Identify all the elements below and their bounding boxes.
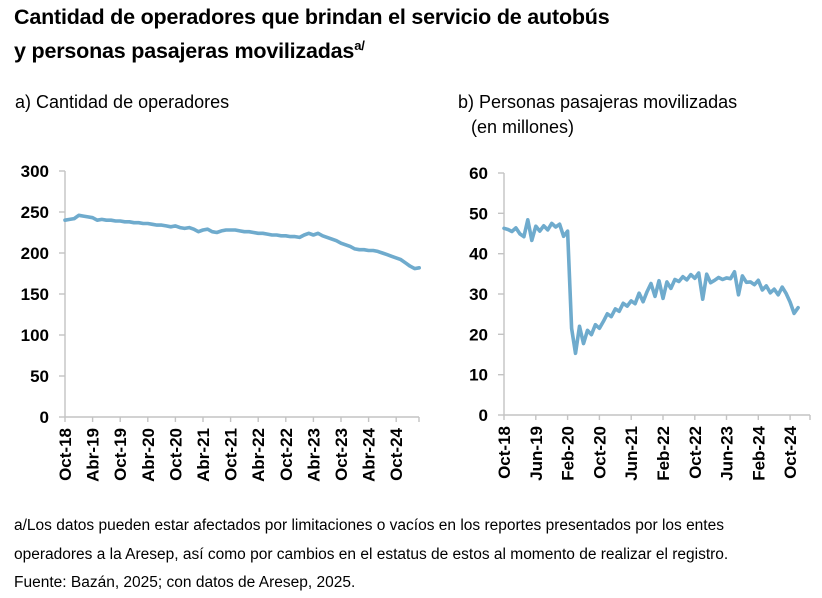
x-tick-label: Oct-21 <box>222 428 241 481</box>
y-tick-label: 50 <box>469 204 488 223</box>
chart-passengers: 0 10 20 30 40 50 60 Oct-18 Jun-19 Feb-20 Oct-20 Jun… <box>469 164 811 481</box>
x-tick-label: Abr-22 <box>249 428 268 482</box>
series-line <box>502 218 800 356</box>
x-tick-label: Oct-22 <box>686 426 705 479</box>
y-tick-label: 0 <box>479 406 488 425</box>
figure-footnotes: a/Los datos pueden estar afectados por l… <box>14 512 728 598</box>
panel-b-title: b) Personas pasajeras movilizadas (en mi… <box>458 90 737 140</box>
footnote-line-2: operadores a la Aresep, así como por cam… <box>14 545 729 563</box>
y-tick-label: 150 <box>21 285 49 304</box>
x-tick-label: Abr-19 <box>84 428 103 482</box>
source-line: Fuente: Bazán, 2025; con datos de Aresep… <box>14 574 356 591</box>
x-tick-label: Oct-18 <box>56 428 75 481</box>
x-tick-label: Abr-20 <box>139 428 158 482</box>
y-tick-label: 40 <box>469 245 488 264</box>
x-tick-label: Oct-22 <box>277 428 296 481</box>
chart-operators: 0 50 100 150 200 250 300 Oct-18 Abr-19 Oct-19 Abr-… <box>21 162 422 482</box>
x-tick-label: Abr-23 <box>304 428 323 482</box>
x-tick-label: Oct-20 <box>590 426 609 479</box>
figure-title-line1: Cantidad de operadores que brindan el se… <box>14 5 610 29</box>
x-tick-label: Jun-19 <box>527 426 546 481</box>
y-tick-label: 20 <box>469 325 488 344</box>
x-tick-label: Oct-24 <box>387 427 406 480</box>
y-tick-label: 300 <box>21 162 49 181</box>
x-tick-label: Feb-22 <box>654 426 673 481</box>
x-tick-label: Oct-24 <box>781 425 800 478</box>
panel-b-title-units: (en millones) <box>471 117 575 137</box>
y-tick-label: 200 <box>21 244 49 263</box>
figure-title: Cantidad de operadores que brindan el se… <box>14 4 610 65</box>
y-tick-label: 60 <box>469 164 488 183</box>
x-tick-label: Feb-24 <box>749 425 768 480</box>
y-tick-label: 50 <box>30 367 49 386</box>
series-line <box>63 213 422 271</box>
y-tick-label: 0 <box>40 408 49 427</box>
x-tick-label: Oct-19 <box>111 428 130 481</box>
y-tick-label: 10 <box>469 366 488 385</box>
x-tick-label: Abr-21 <box>194 428 213 482</box>
x-tick-label: Oct-18 <box>495 426 514 479</box>
y-tick-label: 100 <box>21 326 49 345</box>
panel-a-title: a) Cantidad de operadores <box>15 92 230 112</box>
y-tick-label: 250 <box>21 203 49 222</box>
x-tick-label: Feb-20 <box>559 426 578 481</box>
x-tick-label: Abr-24 <box>360 427 379 481</box>
y-tick-label: 30 <box>469 285 488 304</box>
panel-b-title-line1: b) Personas pasajeras movilizadas <box>458 92 738 112</box>
x-tick-label: Jun-21 <box>622 426 641 481</box>
figure-title-line2: y personas pasajeras movilizadas <box>14 38 355 63</box>
x-tick-label: Jun-23 <box>718 426 737 481</box>
x-tick-label: Oct-20 <box>166 428 185 481</box>
x-tick-label: Oct-23 <box>332 428 351 481</box>
footnote-marker: a/ <box>354 37 365 53</box>
footnote-line-1: a/Los datos pueden estar afectados por l… <box>14 517 724 534</box>
